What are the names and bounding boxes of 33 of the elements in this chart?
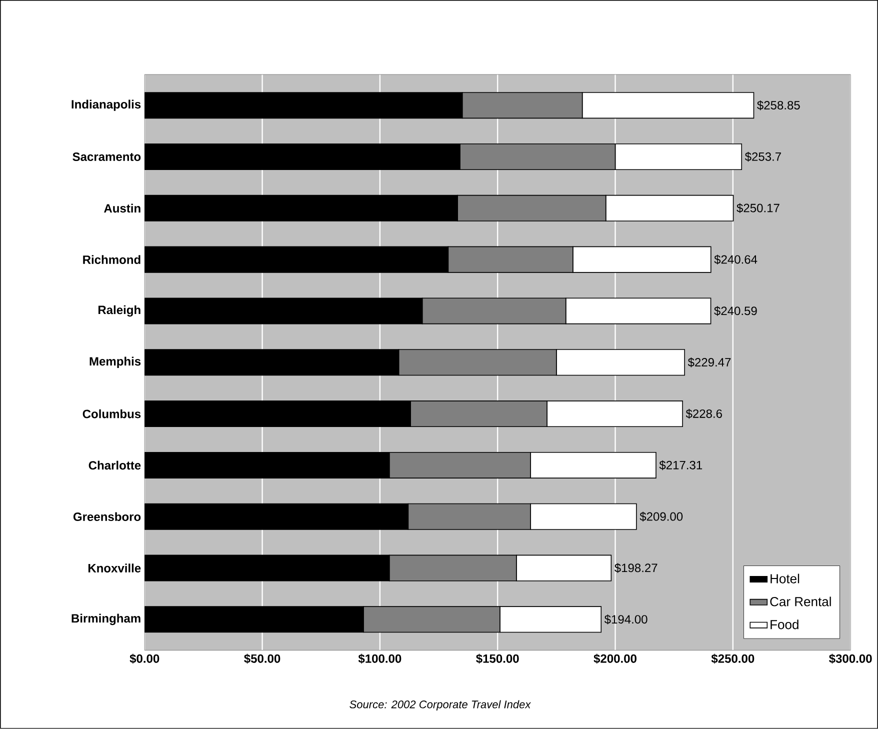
- y-tick-label: Austin: [104, 204, 140, 213]
- total-label: $209.00: [640, 512, 683, 522]
- total-label: $217.31: [659, 460, 702, 470]
- y-tick-label: Richmond: [83, 255, 140, 264]
- x-tick-label: $50.00: [244, 654, 280, 664]
- y-tick-label: Columbus: [82, 409, 141, 418]
- x-tick-label: $300.00: [829, 654, 872, 664]
- x-tick-label: $0.00: [130, 654, 160, 664]
- y-tick-label: Greensboro: [73, 512, 141, 522]
- x-tick-label: $150.00: [476, 654, 519, 664]
- legend-label: Food: [770, 620, 798, 630]
- y-tick-label: Charlotte: [88, 460, 141, 470]
- total-label: $229.47: [688, 358, 731, 368]
- legend-label: Hotel: [770, 574, 800, 584]
- total-label: $194.00: [604, 614, 648, 624]
- x-tick-label: $200.00: [594, 654, 636, 664]
- y-tick-label: Memphis: [90, 356, 141, 368]
- source-note: Source: 2002 Corporate Travel Index: [350, 700, 532, 711]
- total-label: $250.17: [736, 203, 780, 214]
- y-tick-label: Raleigh: [98, 305, 140, 317]
- x-tick-label: $250.00: [711, 654, 754, 664]
- total-label: $258.85: [757, 100, 800, 110]
- total-label: $240.64: [714, 254, 758, 265]
- total-label: $198.27: [614, 563, 658, 573]
- y-tick-label: Birmingham: [72, 614, 140, 626]
- y-tick-label: Indianapolis: [72, 100, 141, 112]
- total-label: $228.6: [686, 409, 722, 419]
- legend-label: Car Rental: [770, 596, 831, 606]
- total-label: $240.59: [714, 306, 757, 316]
- y-tick-label: Knoxville: [88, 564, 141, 573]
- x-tick-label: $100.00: [358, 654, 402, 664]
- y-tick-label: Sacramento: [72, 152, 141, 162]
- total-label: $253.7: [744, 152, 781, 162]
